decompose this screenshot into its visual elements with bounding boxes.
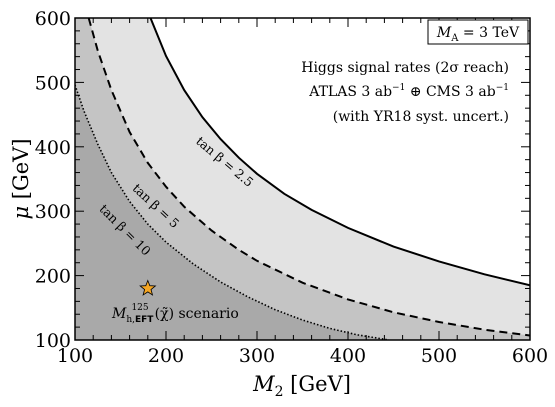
x-tick-label: 100: [57, 345, 93, 367]
contour-tan-beta-2-5: [149, 18, 530, 287]
y-tick-label: 100: [35, 330, 71, 352]
x-tick-label: 600: [512, 345, 548, 367]
y-tick-label: 500: [35, 72, 71, 94]
region-tan-beta-10: [75, 85, 389, 340]
x-tick-label: 500: [421, 345, 457, 367]
x-tick-label: 200: [148, 345, 184, 367]
axis-tick-labels: 100 200 300 400 500 600 100 200 300 400 500 600: [35, 8, 548, 367]
legend-box-text: MA = 3 TeV: [436, 25, 520, 44]
y-tick-label: 200: [35, 266, 71, 288]
axis-ticks: [74, 17, 531, 341]
x-tick-label: 300: [239, 345, 275, 367]
annotation-line-3: (with YR18 syst. uncert.): [333, 109, 509, 125]
annotation-line-1: Higgs signal rates (2σ reach): [301, 60, 509, 76]
contour-tan-beta-10: [75, 84, 390, 340]
region-tan-beta-5: [75, 18, 530, 340]
x-axis-label: M2 [GeV]: [252, 372, 351, 400]
plot-frame: [74, 17, 531, 341]
contour-tan-beta-5: [87, 18, 530, 337]
y-tick-label: 300: [35, 201, 71, 223]
scenario-marker-star: [139, 279, 157, 296]
x-tick-label: 400: [330, 345, 366, 367]
y-tick-label: 400: [35, 137, 71, 159]
legend-box: [427, 19, 529, 45]
y-tick-label: 600: [35, 8, 71, 30]
annotation-line-2: ATLAS 3 ab−1 ⊕ CMS 3 ab−1: [308, 83, 509, 100]
y-axis-label: μ [GeV]: [9, 138, 33, 219]
scenario-label: Mh,EFT125 (χ̃) scenario: [111, 303, 239, 325]
